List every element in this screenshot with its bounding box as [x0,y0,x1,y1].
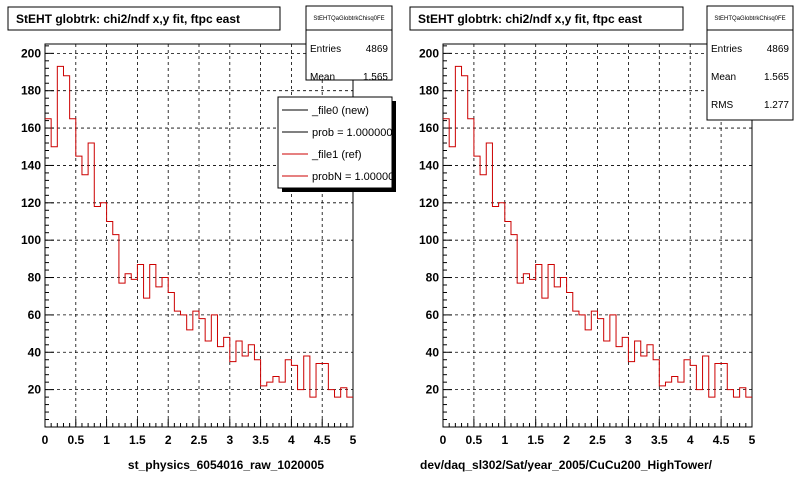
stats-rms-value: 1.277 [764,100,789,111]
x-tick-label: 5 [749,433,756,447]
histogram-series-line [45,65,353,398]
y-tick-label: 40 [28,345,42,359]
x-tick-label: 1.5 [129,433,146,447]
histogram-series-line [443,65,752,398]
x-tick-label: 2.5 [589,433,606,447]
stats-entries-value: 4869 [767,44,790,55]
y-tick-label: 160 [21,121,41,135]
y-tick-label: 180 [21,84,41,98]
x-tick-label: 4.5 [314,433,331,447]
stats-entries-value: 4869 [366,44,389,55]
x-tick-label: 1 [103,433,110,447]
y-tick-label: 80 [426,271,440,285]
x-tick-label: 3.5 [252,433,269,447]
legend: _file0 (new) prob = 1.000000 _file1 (ref) p… [277,96,400,192]
y-tick-label: 200 [21,46,41,60]
x-tick-label: 0.5 [67,433,84,447]
y-tick-label: 100 [21,233,41,247]
x-tick-label: 4.5 [713,433,730,447]
x-tick-label: 1.5 [527,433,544,447]
y-tick-label: 140 [419,158,439,172]
y-tick-label: 160 [419,121,439,135]
x-tick-label: 0 [42,433,49,447]
y-tick-label: 60 [28,308,42,322]
x-tick-label: 3 [226,433,233,447]
x-tick-label: 5 [350,433,357,447]
stats-mean-value: 1.565 [764,72,789,83]
legend-entry-label: _file0 (new) [311,105,369,117]
x-tick-label: 4 [288,433,295,447]
legend-box [277,96,393,189]
title-box [409,6,684,31]
footer-strip [0,462,800,480]
x-axis-label: dev/daq_sl302/Sat/year_2005/CuCu200_High… [420,458,713,472]
x-tick-label: 2.5 [191,433,208,447]
x-tick-label: 2 [165,433,172,447]
y-tick-label: 40 [426,345,440,359]
legend-entry-label: _file1 (ref) [311,149,362,161]
chart-panel-1: 0 0.5 1 1.5 2 2.5 3 3.5 4 4.5 5 20 40 60 80 100 120 140 16… [7,5,400,472]
y-tick-label: 60 [426,308,440,322]
stats-entries-label: Entries [310,44,341,55]
title-box [7,6,281,31]
stats-mean-label: Mean [711,72,736,83]
legend-entry-label: prob = 1.000000 [312,127,392,139]
y-tick-label: 20 [426,383,440,397]
chart-title: StEHT globtrk: chi2/ndf x,y fit, ftpc ea… [418,12,642,26]
stats-box [706,5,794,121]
legend-entry-label: probN = 1.000000 [312,171,400,183]
x-tick-label: 0.5 [466,433,483,447]
x-tick-label: 2 [563,433,570,447]
y-tick-label: 20 [28,383,42,397]
y-tick-label: 100 [419,233,439,247]
stats-name: StEHTQaGlobtrkChisq0FE [714,16,785,22]
chart-panel-2: 0 0.5 1 1.5 2 2.5 3 3.5 4 4.5 5 20 40 60 80 100 120 140 16… [409,5,794,472]
y-tick-label: 140 [21,158,41,172]
x-tick-label: 3 [625,433,632,447]
x-tick-label: 1 [501,433,508,447]
stats-name: StEHTQaGlobtrkChisq0FE [313,16,384,22]
chart-title: StEHT globtrk: chi2/ndf x,y fit, ftpc ea… [16,12,240,26]
x-tick-label: 0 [440,433,447,447]
stats-mean-value: 1.565 [363,72,388,83]
y-tick-label: 120 [419,196,439,210]
legend-entries: _file0 (new) prob = 1.000000 _file1 (ref) p… [282,105,400,183]
y-tick-label: 200 [419,46,439,60]
stats-mean-label: Mean [310,72,335,83]
stats-entries-label: Entries [711,44,742,55]
x-tick-label: 4 [687,433,694,447]
stats-box [305,5,393,81]
y-tick-label: 120 [21,196,41,210]
x-tick-label: 3.5 [651,433,668,447]
y-tick-label: 80 [28,271,42,285]
y-tick-label: 180 [419,84,439,98]
stats-rms-label: RMS [711,100,734,111]
x-axis-label: st_physics_6054016_raw_1020005 [128,458,324,472]
